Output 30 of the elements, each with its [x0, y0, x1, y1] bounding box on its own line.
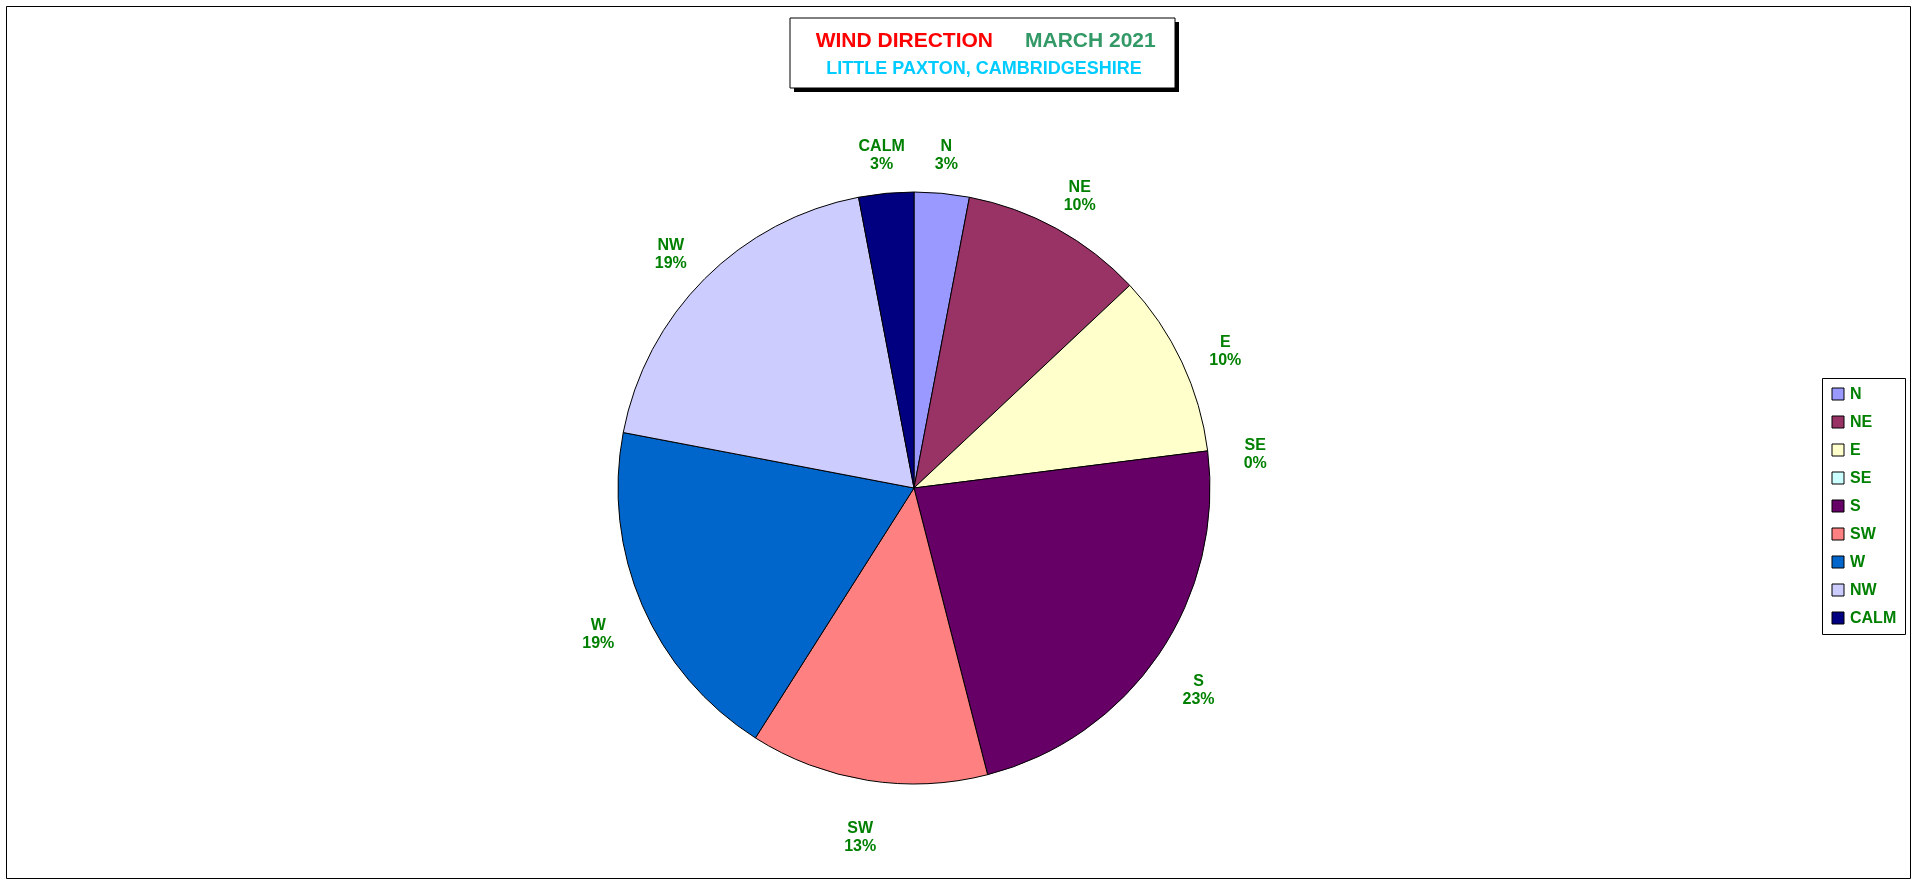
legend-label: SE — [1850, 469, 1872, 486]
data-label: 10% — [1209, 350, 1242, 368]
chart-title: WIND DIRECTION — [815, 28, 993, 51]
slice-label: S — [1193, 672, 1205, 690]
data-label: 3% — [870, 154, 894, 172]
chart-subtitle: LITTLE PAXTON, CAMBRIDGESHIRE — [826, 58, 1142, 78]
slice-label: NE — [1068, 177, 1092, 195]
legend-label: NW — [1850, 581, 1878, 598]
category-label: SE — [1244, 435, 1266, 453]
data-label: 10% — [1063, 195, 1096, 213]
slice-label: W — [590, 615, 607, 633]
data-label: 19% — [654, 253, 687, 271]
legend-label: N — [1850, 385, 1862, 402]
legend-label: S — [1850, 497, 1861, 514]
slice-label: SW — [847, 818, 874, 836]
data-label: 23% — [1182, 690, 1215, 708]
slice-label: E — [1219, 332, 1231, 350]
data-label: 3% — [934, 154, 958, 172]
data-label: 13% — [844, 836, 877, 854]
legend-label: E — [1850, 441, 1861, 458]
legend-label: SW — [1850, 525, 1877, 542]
text: 0% — [1243, 453, 1267, 471]
slice-label: NW — [657, 235, 685, 253]
data-label: 19% — [582, 633, 615, 651]
legend-label: CALM — [1850, 609, 1897, 626]
slice-label: N — [940, 136, 953, 154]
text: MARCH 2021 — [1025, 28, 1157, 51]
legend-label: W — [1850, 553, 1866, 570]
legend-label: NE — [1850, 413, 1873, 430]
slice-label: CALM — [858, 136, 905, 154]
